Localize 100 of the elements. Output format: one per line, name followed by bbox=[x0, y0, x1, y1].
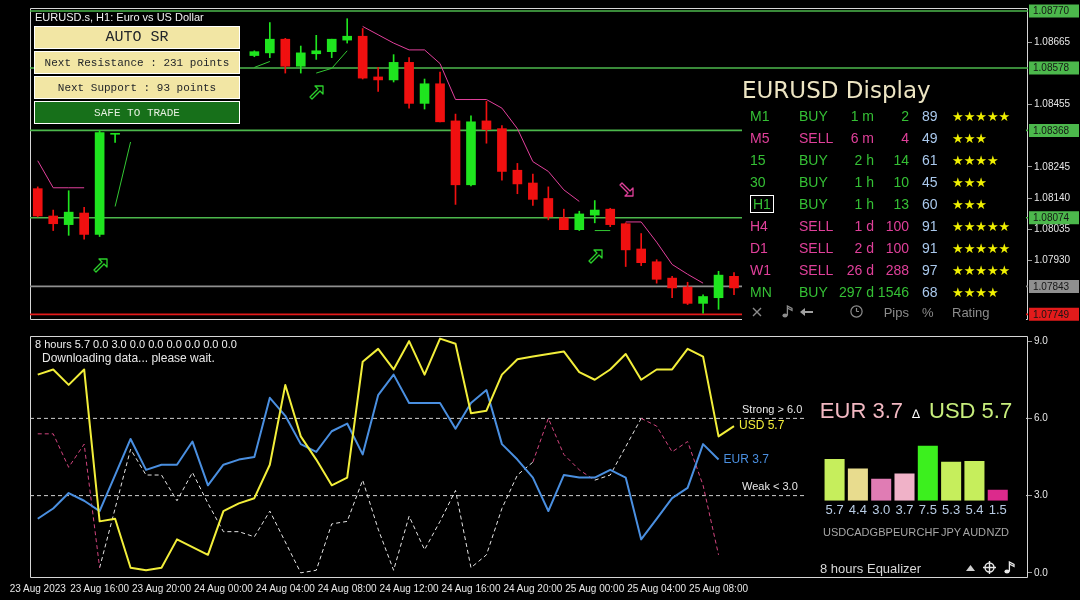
y-tick-label: 1.08455 bbox=[1034, 98, 1071, 110]
category-label: M5 bbox=[750, 130, 770, 146]
category-label: M1 bbox=[750, 108, 770, 124]
x-tick-label: 23 Aug 2023 bbox=[9, 582, 67, 594]
text: 100 bbox=[885, 218, 909, 234]
ref-line-label: 1.08578 bbox=[1033, 62, 1070, 74]
category-label: 15 bbox=[750, 152, 766, 168]
text: 49 bbox=[922, 130, 938, 146]
category-label: D1 bbox=[750, 240, 768, 256]
text: 2 h bbox=[854, 152, 874, 168]
text: ★★★★★ bbox=[952, 219, 1011, 234]
x-tick-label: JPY bbox=[941, 526, 962, 539]
x-tick-label: 24 Aug 20:00 bbox=[503, 582, 563, 594]
ref-line-label: 1.07749 bbox=[1033, 308, 1070, 320]
text: 6 m bbox=[850, 130, 874, 146]
bar bbox=[847, 468, 868, 501]
text: BUY bbox=[799, 152, 828, 168]
category-label: 30 bbox=[750, 174, 766, 190]
text: 10 bbox=[893, 174, 909, 190]
text: 297 d bbox=[838, 284, 874, 300]
text: ★★★ bbox=[952, 175, 987, 190]
category-label: % bbox=[922, 305, 934, 320]
text: 2 d bbox=[854, 240, 874, 256]
text: ★★★ bbox=[952, 131, 987, 146]
text: ★★★ bbox=[952, 197, 987, 212]
x-tick-label: 24 Aug 08:00 bbox=[317, 582, 378, 594]
y-tick-label: 1.08035 bbox=[1034, 223, 1071, 235]
text: AUTO SR bbox=[105, 29, 169, 46]
x-tick-label: AUD bbox=[962, 526, 987, 539]
text: SELL bbox=[799, 262, 834, 278]
y-tick-label: 0.0 bbox=[1034, 566, 1049, 578]
data-label: 5.7 bbox=[825, 501, 844, 517]
x-tick-label: EUR bbox=[892, 526, 917, 539]
x-axis-title: 8 hours Equalizer bbox=[820, 561, 922, 576]
text: 91 bbox=[922, 218, 938, 234]
x-tick-label: 24 Aug 16:00 bbox=[441, 582, 501, 594]
x-tick-label: 24 Aug 00:00 bbox=[193, 582, 254, 594]
text: BUY bbox=[799, 108, 828, 124]
y-tick-label: 1.08665 bbox=[1034, 35, 1071, 47]
data-label: 4.4 bbox=[848, 501, 867, 517]
chart-title: 8 hours 5.7 0.0 3.0 0.0 0.0 0.0 0.0 0.0 0.0 bbox=[35, 337, 237, 350]
bar bbox=[824, 458, 845, 501]
text: ★★★★★ bbox=[952, 263, 1011, 278]
category-label: Pips bbox=[883, 305, 909, 320]
bar bbox=[894, 473, 915, 501]
text: ★★★★★ bbox=[952, 109, 1011, 124]
text: 14 bbox=[893, 152, 909, 168]
text: ★★★★ bbox=[952, 153, 999, 168]
data-label: 1.5 bbox=[988, 501, 1007, 517]
x-tick-label: CHF bbox=[916, 526, 940, 539]
ref-line-label: 1.08770 bbox=[1033, 5, 1070, 17]
text: BUY bbox=[799, 174, 828, 190]
text: 1 h bbox=[854, 196, 874, 212]
ref-line-label: Weak < 3.0 bbox=[742, 480, 798, 493]
text: 61 bbox=[922, 152, 938, 168]
x-tick-label: 25 Aug 00:00 bbox=[565, 582, 625, 594]
bar bbox=[941, 461, 962, 501]
bar bbox=[917, 445, 938, 501]
y-tick-label: 1.08245 bbox=[1034, 160, 1071, 172]
ref-line-label: 1.08074 bbox=[1033, 212, 1070, 224]
y-tick-label: 1.08140 bbox=[1034, 191, 1071, 203]
text: 1 d bbox=[854, 218, 874, 234]
text: 288 bbox=[885, 262, 909, 278]
annotation: Next Resistance : 231 points bbox=[44, 56, 230, 69]
text: 1546 bbox=[877, 284, 909, 300]
x-tick-label: 24 Aug 12:00 bbox=[379, 582, 439, 594]
text: SELL bbox=[799, 240, 834, 256]
x-tick-label: 23 Aug 20:00 bbox=[132, 582, 192, 594]
text: ★★★★★ bbox=[952, 241, 1011, 256]
text: 60 bbox=[922, 196, 938, 212]
text: EURUSD Display bbox=[742, 76, 931, 104]
candlestick bbox=[110, 132, 120, 143]
annotation: Next Support : 93 points bbox=[57, 81, 217, 94]
x-tick-label: 24 Aug 04:00 bbox=[255, 582, 316, 594]
annotation: SAFE TO TRADE bbox=[94, 106, 180, 119]
text: BUY bbox=[799, 196, 828, 212]
bar bbox=[964, 461, 985, 501]
candlestick bbox=[311, 35, 322, 60]
text: SELL bbox=[799, 130, 834, 146]
bar bbox=[871, 478, 892, 501]
category-label: H1 bbox=[753, 196, 771, 212]
x-tick-label: GBP bbox=[869, 526, 893, 539]
data-label: 3.0 bbox=[872, 501, 891, 517]
text: 89 bbox=[922, 108, 938, 124]
text: 91 bbox=[922, 240, 938, 256]
annotation: Downloading data... please wait. bbox=[42, 351, 215, 366]
ref-line-label: 1.08368 bbox=[1033, 124, 1070, 136]
category-label: MN bbox=[750, 284, 772, 300]
data-label: 7.5 bbox=[918, 501, 937, 517]
text: ★★★★ bbox=[952, 285, 999, 300]
annotation: EUR 3.7 bbox=[819, 398, 903, 424]
series-label: USD 5.7 bbox=[739, 418, 785, 433]
text: 97 bbox=[922, 262, 938, 278]
annotation: ∆ bbox=[911, 407, 921, 421]
y-tick-label: 9.0 bbox=[1034, 334, 1049, 346]
text: 2 bbox=[901, 108, 909, 124]
chart-title: EURUSD.s, H1: Euro vs US Dollar bbox=[35, 10, 205, 23]
y-tick-label: 1.07930 bbox=[1034, 254, 1071, 266]
category-label: W1 bbox=[750, 262, 771, 278]
x-tick-label: 25 Aug 04:00 bbox=[627, 582, 687, 594]
